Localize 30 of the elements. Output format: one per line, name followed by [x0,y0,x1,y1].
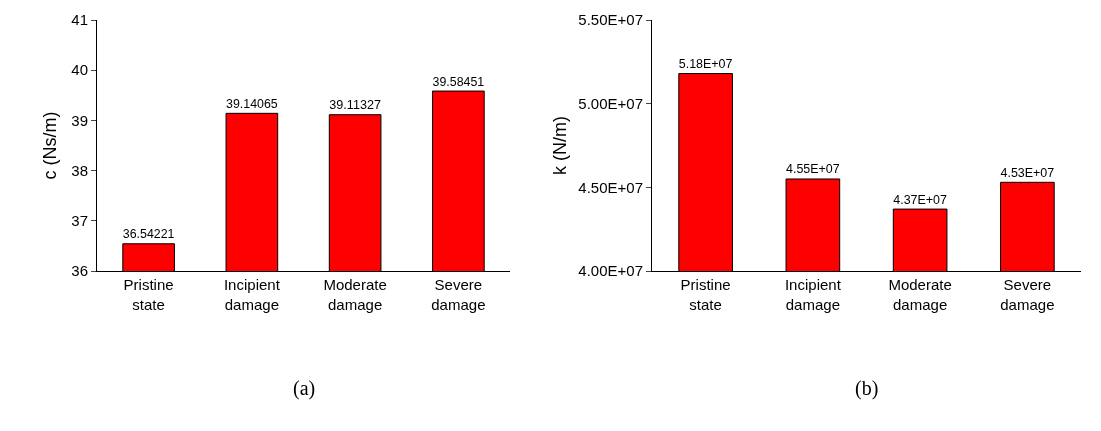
x-tick-label: Incipient damage [223,276,281,313]
data-label: 4.55E+07 [786,162,840,177]
data-label: 39.58451 [432,74,485,89]
y-tick-label: 4.00E+07 [578,262,643,280]
y-axis-title: c (Ns/m) [39,111,60,180]
x-tick-label: Moderate damage [323,276,387,313]
y-tick-label: 5.00E+07 [578,94,643,112]
data-label: 39.11327 [329,98,381,113]
text: (a) [293,377,316,400]
data-label: 5.18E+07 [678,57,733,72]
x-tick-label: Severe damage [431,276,486,313]
y-tick-label: 38 [71,161,88,179]
data-label: 4.37E+07 [893,192,947,207]
text: (b) [855,377,879,400]
y-tick-label: 40 [71,61,88,79]
y-tick-label: 37 [71,212,88,230]
y-tick-label: 4.50E+07 [578,178,643,196]
x-tick-label: Incipient damage [784,276,842,313]
x-tick-label: Moderate damage [888,276,952,313]
y-tick-label: 41 [71,11,88,29]
data-label: 4.53E+07 [1000,165,1055,180]
x-tick-label: Pristine state [680,276,731,313]
data-label: 39.14065 [226,96,278,111]
y-tick-label: 36 [71,262,88,280]
y-tick-label: 39 [71,111,88,129]
x-tick-label: Severe damage [1000,276,1055,313]
x-tick-label: Pristine state [123,276,174,313]
y-axis-title: k (N/m) [550,116,570,175]
y-tick-label: 5.50E+07 [578,11,643,29]
data-label: 36.54221 [122,227,175,242]
